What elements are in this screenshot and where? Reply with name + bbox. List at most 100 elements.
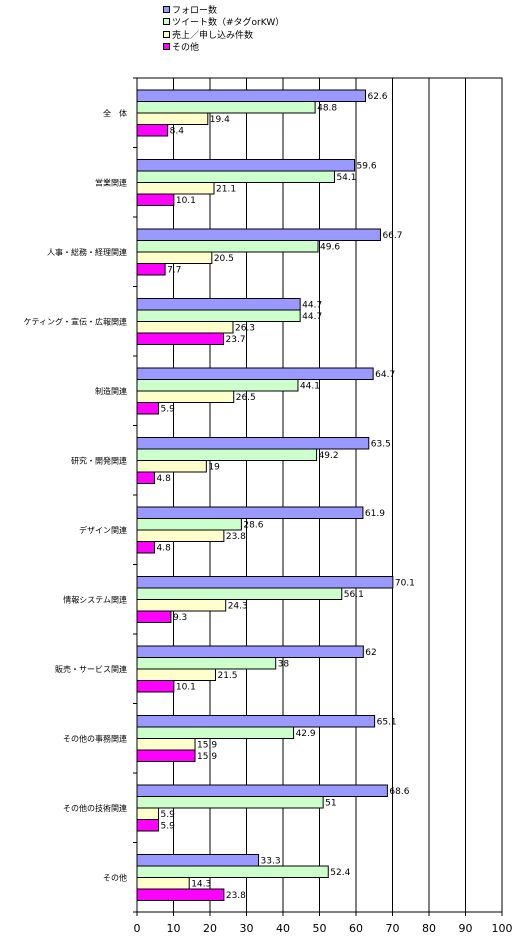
legend-item: 売上／申し込み件数 — [163, 28, 284, 41]
data-label: 48.8 — [317, 104, 337, 114]
bar — [136, 251, 213, 264]
data-label: 4.8 — [157, 474, 172, 484]
data-label: 51 — [325, 799, 336, 809]
legend-swatch — [163, 5, 170, 13]
bar — [136, 726, 295, 739]
data-label: 19 — [208, 463, 220, 473]
data-label: 26.5 — [236, 393, 256, 403]
data-label: 49.6 — [320, 243, 340, 253]
bar — [136, 332, 225, 345]
bar — [136, 645, 364, 658]
data-label: 8.4 — [170, 127, 185, 137]
bar — [136, 367, 374, 380]
bar — [136, 888, 225, 901]
bar — [136, 228, 381, 241]
bar — [136, 390, 235, 403]
bar — [136, 506, 364, 519]
bar — [136, 240, 319, 253]
bar — [136, 518, 242, 531]
data-label: 63.5 — [371, 440, 391, 450]
bar — [136, 738, 196, 751]
bar — [136, 529, 225, 542]
legend-swatch — [163, 30, 170, 38]
x-tick-label: 80 — [422, 922, 436, 935]
category-label: 人事・総務・経理関連 — [47, 247, 127, 257]
data-label: 49.2 — [319, 451, 339, 461]
x-tick-label: 0 — [134, 922, 141, 935]
category-label: 情報システム関連 — [63, 594, 127, 604]
bar — [136, 715, 376, 728]
bar — [136, 657, 277, 670]
category-label: その他 — [103, 872, 127, 882]
bar — [136, 460, 207, 473]
data-label: 61.9 — [365, 509, 385, 519]
data-label: 26.3 — [235, 324, 255, 334]
x-tick-label: 50 — [313, 922, 327, 935]
data-label: 20.5 — [214, 254, 234, 264]
x-tick-label: 10 — [167, 922, 181, 935]
data-label: 24.3 — [228, 602, 248, 612]
bar — [136, 541, 156, 554]
bar — [136, 112, 209, 125]
category-label: 制造関連 — [95, 386, 127, 396]
data-label: 28.6 — [243, 521, 263, 531]
data-label: 56.1 — [344, 590, 364, 600]
legend-item: フォロー数 — [163, 3, 284, 16]
data-label: 62.6 — [367, 92, 387, 102]
category-label: その他の技術関連 — [63, 803, 127, 813]
bar — [136, 576, 394, 589]
category-label: ケティング・宣伝・広報関連 — [24, 316, 127, 326]
legend-label: 売上／申し込み件数 — [172, 30, 254, 41]
bar — [136, 877, 190, 890]
bar — [136, 784, 388, 797]
x-tick-label: 90 — [459, 922, 473, 935]
data-label: 10.1 — [176, 683, 196, 693]
data-label: 4.8 — [157, 544, 172, 554]
bar — [136, 124, 169, 137]
bar — [136, 796, 324, 809]
category-label: 販売・サービス関連 — [55, 664, 127, 674]
data-label: 44.1 — [300, 382, 320, 392]
bar — [136, 448, 318, 461]
bar — [136, 309, 301, 322]
bar — [136, 865, 329, 878]
bar — [136, 193, 175, 206]
category-label: その他の事務関連 — [63, 733, 127, 743]
legend-item: ツイート数（#タグorKW） — [163, 16, 284, 28]
bar — [136, 159, 356, 172]
bar — [136, 379, 299, 392]
bar — [136, 749, 196, 762]
bar — [136, 402, 160, 415]
data-label: 52.4 — [330, 868, 350, 878]
category-label: 全 体 — [103, 108, 127, 118]
data-label: 5.9 — [161, 405, 176, 415]
legend-swatch — [163, 18, 170, 26]
legend-swatch — [163, 43, 170, 51]
legend-label: フォロー数 — [172, 5, 218, 16]
data-label: 5.9 — [161, 822, 176, 832]
data-label: 65.1 — [377, 718, 397, 728]
bar — [136, 182, 215, 195]
legend: フォロー数 ツイート数（#タグorKW） 売上／申し込み件数 その他 — [163, 3, 284, 53]
data-label: 19.4 — [210, 115, 230, 125]
data-label: 38 — [278, 660, 290, 670]
data-label: 10.1 — [176, 196, 196, 206]
bar — [136, 298, 301, 311]
bar — [136, 680, 175, 693]
data-label: 14.3 — [191, 880, 211, 890]
data-label: 23.7 — [226, 335, 246, 345]
data-label: 44.7 — [302, 301, 322, 311]
x-tick-label: 60 — [349, 922, 363, 935]
data-label: 23.8 — [226, 891, 246, 901]
data-label: 54.1 — [336, 173, 356, 183]
data-label: 42.9 — [296, 729, 316, 739]
data-label: 44.7 — [302, 312, 322, 322]
bar — [136, 101, 316, 114]
bar — [136, 599, 227, 612]
x-tick-label: 20 — [203, 922, 217, 935]
category-label: 営業関連 — [95, 177, 127, 187]
category-label: 研究・開発関連 — [71, 455, 127, 465]
data-label: 23.8 — [226, 532, 246, 542]
